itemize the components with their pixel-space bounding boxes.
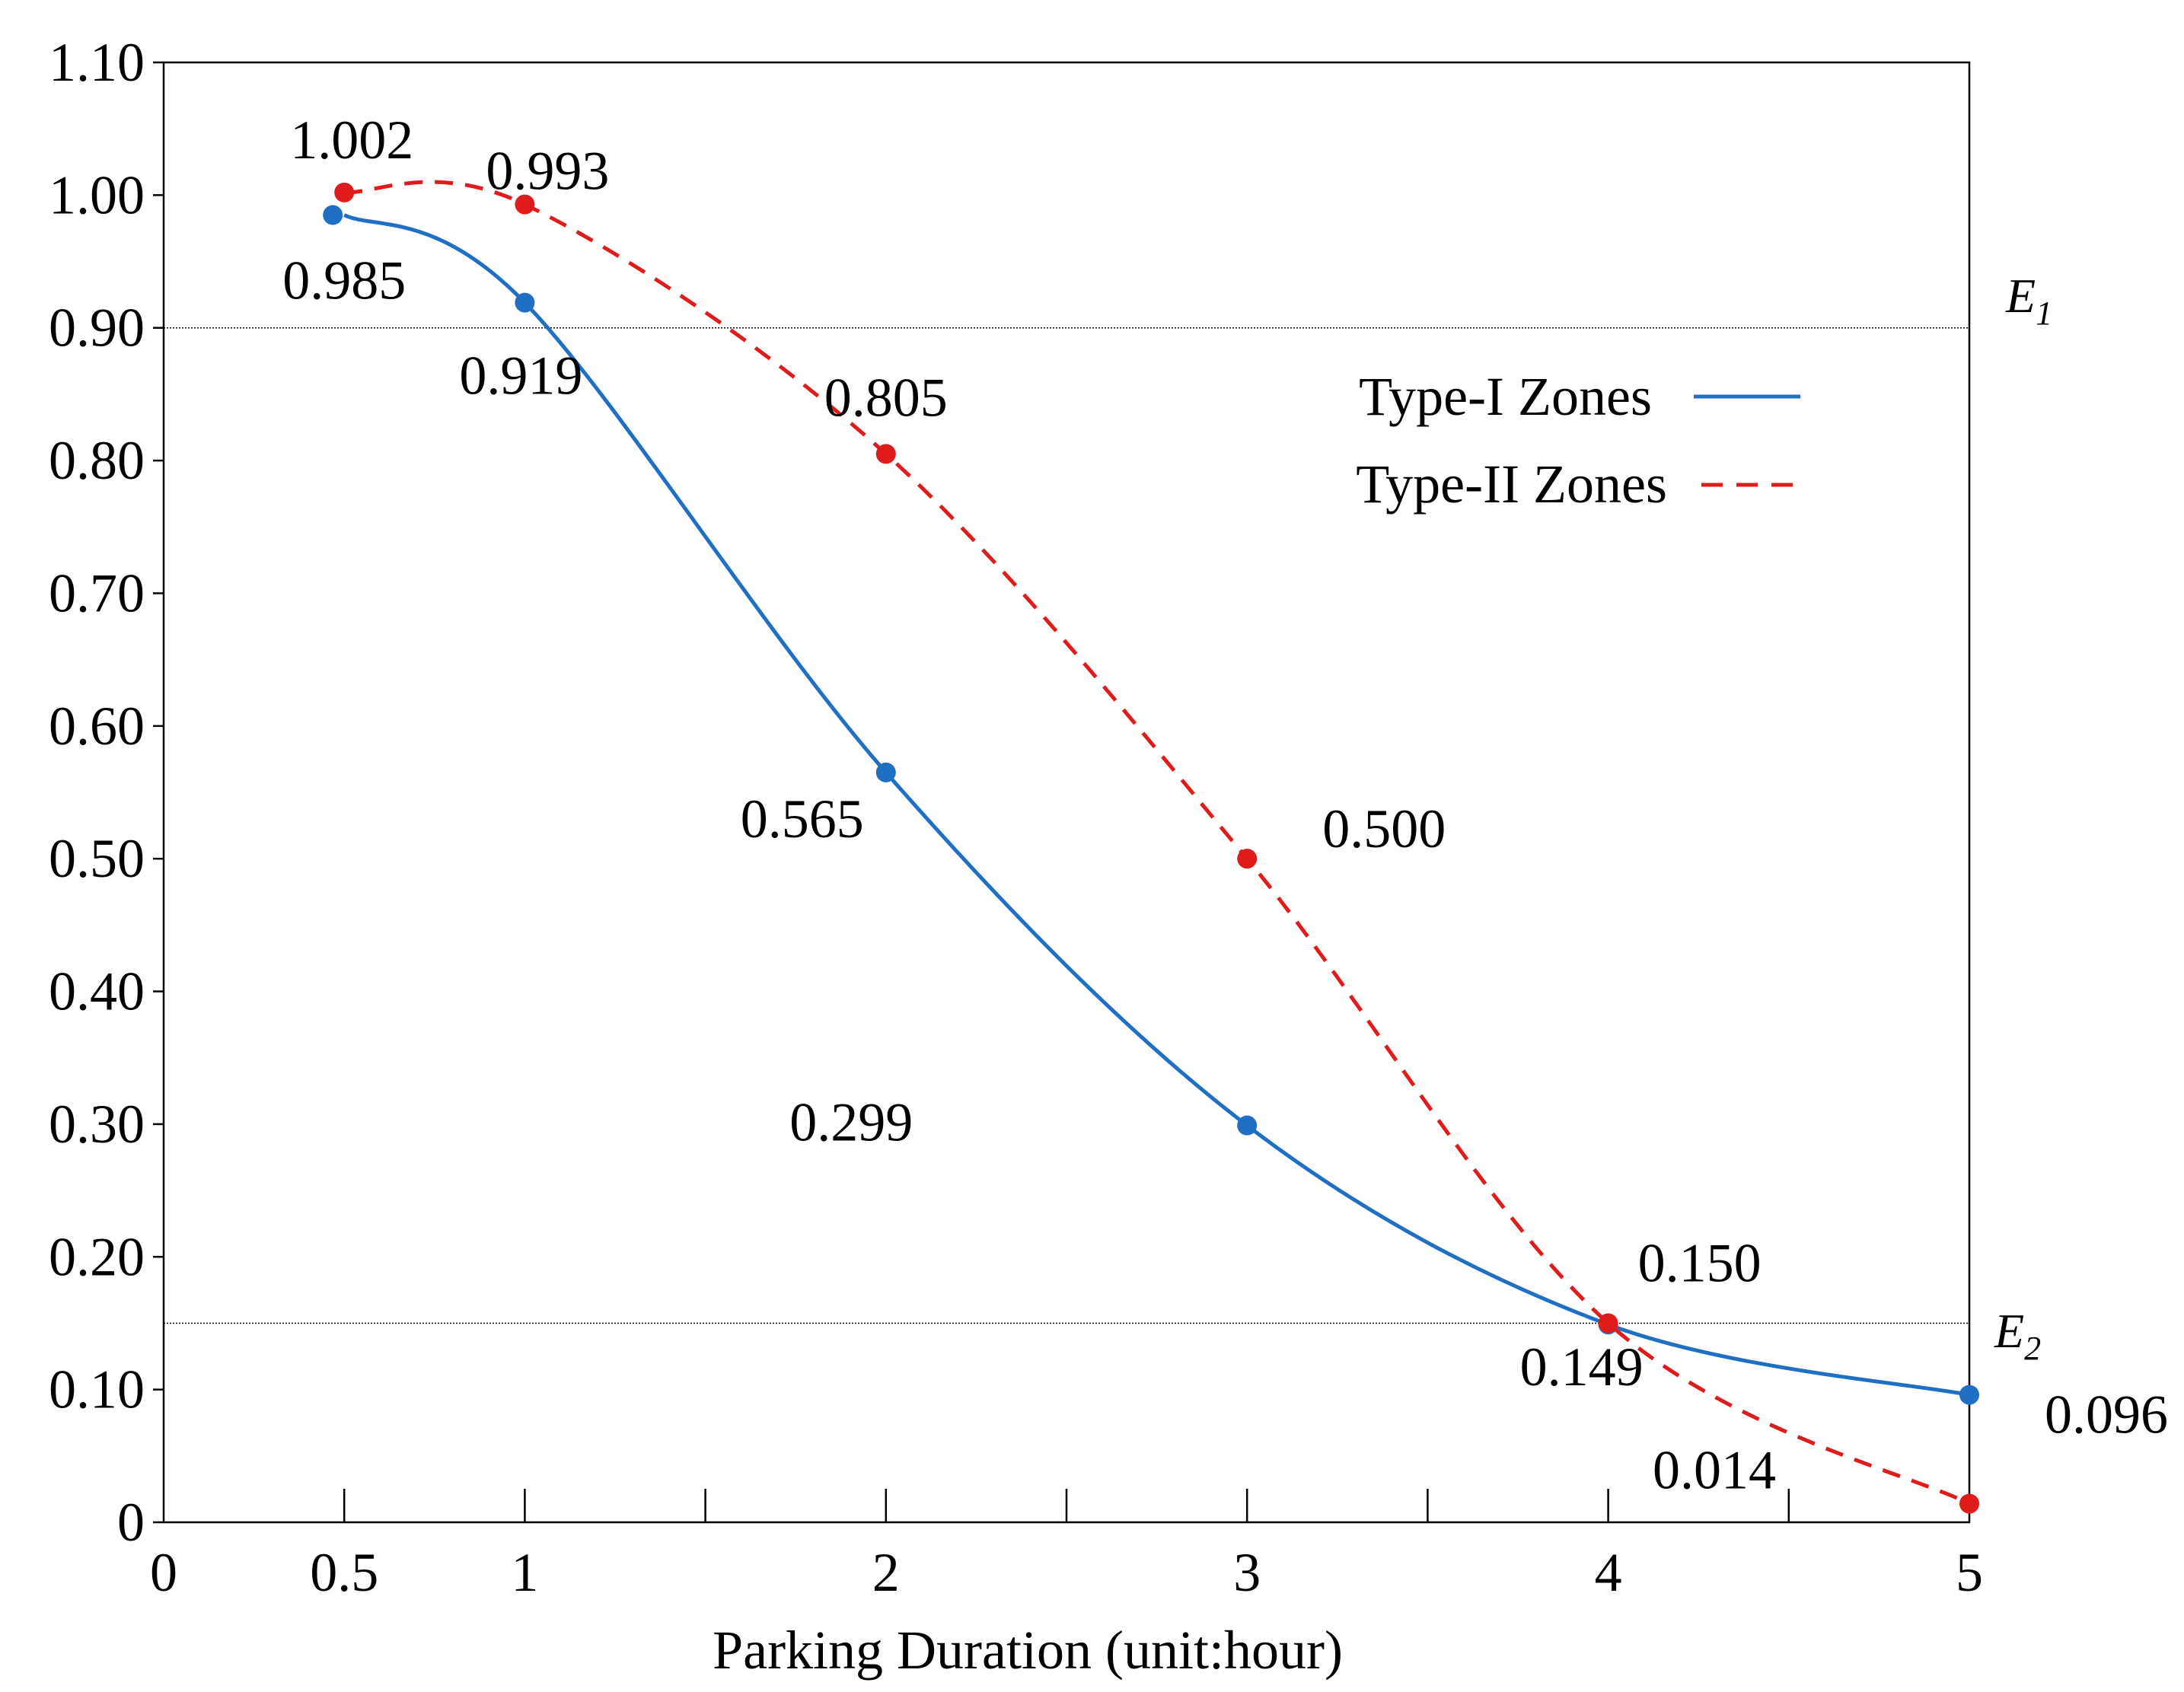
legend: Type-I Zones Type-II Zones (1356, 366, 1800, 515)
data-point-type-i-zones (323, 205, 343, 225)
data-point-type-i-zones (875, 762, 896, 782)
x-tick-label: 3 (1233, 1542, 1261, 1603)
y-tick-label: 0.50 (49, 828, 145, 889)
data-label-type-i-zones: 0.565 (741, 789, 864, 849)
y-tick-label: 0.10 (49, 1359, 145, 1420)
legend-label-type-i: Type-I Zones (1359, 366, 1652, 427)
data-label-type-i-zones: 0.096 (2045, 1385, 2168, 1445)
y-tick-label: 0.40 (49, 961, 145, 1022)
data-label-type-i-zones: 0.919 (459, 346, 582, 406)
data-label-type-ii-zones: 0.500 (1322, 798, 1446, 859)
y-tick-label: 1.00 (49, 164, 145, 225)
y-tick-label: 0 (117, 1492, 145, 1553)
x-tick-label: 4 (1595, 1542, 1622, 1603)
x-tick-label: 0.5 (310, 1542, 378, 1603)
data-point-type-ii-zones (1237, 849, 1258, 869)
x-tick-label: 1 (511, 1542, 538, 1603)
data-label-type-ii-zones: 0.014 (1653, 1440, 1776, 1501)
series-line-type-ii-zones (344, 180, 1971, 1506)
axis-ticks-layer: 00.100.200.300.400.500.600.700.800.901.0… (49, 32, 1983, 1603)
reference-letter: E (2005, 269, 2036, 323)
y-tick-label: 0.80 (49, 430, 145, 491)
reference-subscript: 2 (2024, 1330, 2041, 1367)
x-tick-label: 0 (150, 1542, 177, 1603)
data-point-type-i-zones (1237, 1115, 1258, 1136)
reference-label-e1: E1 (2005, 269, 2052, 332)
y-tick-label: 1.10 (49, 32, 145, 93)
data-point-type-ii-zones (515, 194, 535, 215)
data-label-type-ii-zones: 1.002 (290, 110, 413, 170)
y-tick-label: 0.70 (49, 562, 145, 623)
data-label-type-i-zones: 0.299 (789, 1092, 913, 1153)
x-tick-label: 5 (1956, 1542, 1983, 1603)
y-tick-label: 0.20 (49, 1226, 145, 1287)
data-point-type-i-zones (515, 292, 535, 313)
data-labels-layer: 0.985 0.919 0.565 0.299 0.149 0.096 1.002 0.993… (282, 110, 2168, 1501)
reference-letter: E (1994, 1304, 2024, 1358)
reference-label-e2: E2 (1994, 1304, 2041, 1367)
data-label-type-i-zones: 0.149 (1520, 1337, 1644, 1397)
data-label-type-ii-zones: 0.805 (824, 367, 948, 428)
data-point-type-ii-zones (1959, 1493, 1979, 1514)
x-tick-label: 2 (872, 1542, 900, 1603)
data-point-type-ii-zones (1598, 1313, 1618, 1334)
data-point-type-i-zones (1959, 1385, 1979, 1405)
x-axis-title: Parking Duration (unit:hour) (713, 1620, 1343, 1681)
y-tick-label: 0.60 (49, 696, 145, 757)
series-layer (323, 180, 1979, 1514)
data-point-type-ii-zones (334, 182, 355, 202)
data-label-type-ii-zones: 0.150 (1638, 1232, 1762, 1293)
series-line-type-i-zones (343, 213, 1970, 1397)
y-tick-label: 0.30 (49, 1094, 145, 1155)
plot-frame (162, 61, 1971, 1524)
reference-subscript: 1 (2036, 295, 2052, 332)
data-label-type-ii-zones: 0.993 (486, 141, 609, 202)
legend-label-type-ii: Type-II Zones (1356, 454, 1667, 515)
data-point-type-ii-zones (875, 444, 896, 464)
y-tick-label: 0.90 (49, 298, 145, 358)
data-label-type-i-zones: 0.985 (282, 250, 406, 311)
